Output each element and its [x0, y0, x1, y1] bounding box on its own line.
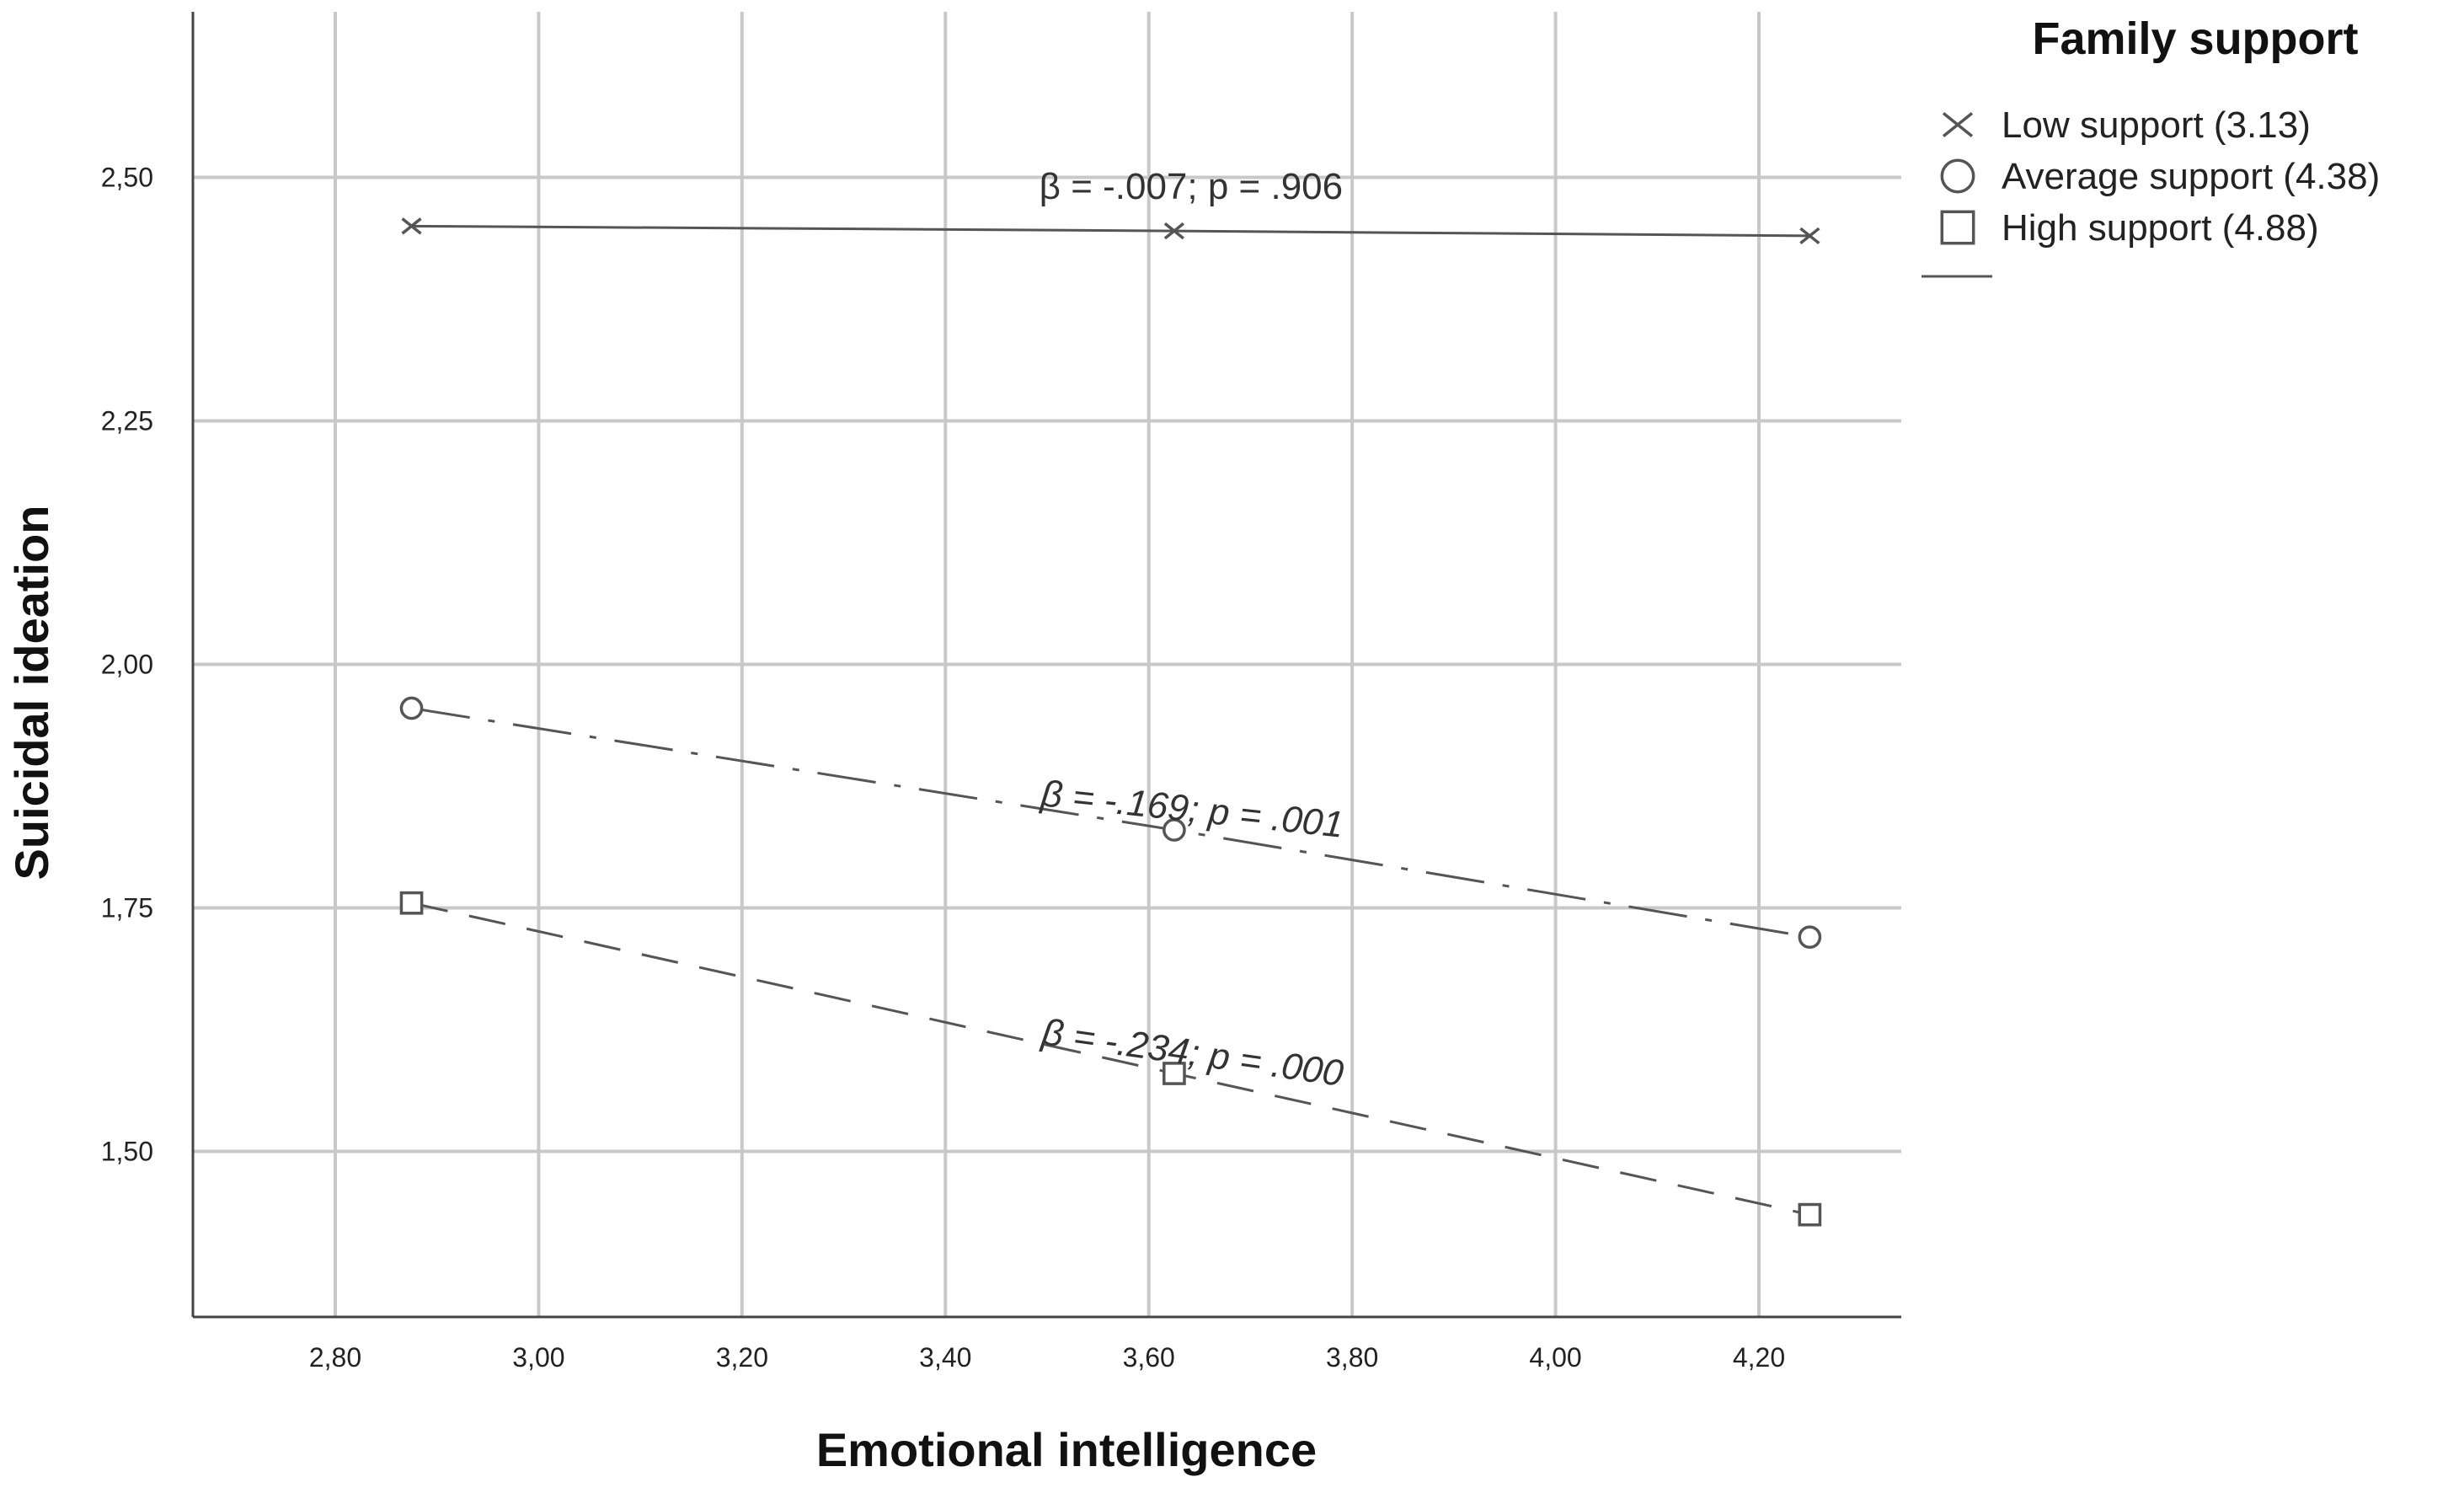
square-marker — [1798, 1202, 1822, 1227]
beta-annotation: β = -.234; p = .000 — [1038, 1011, 1346, 1095]
square-marker — [1163, 1062, 1186, 1085]
beta-annotation: β = -.169; p = .001 — [1038, 773, 1345, 846]
square-marker — [1940, 210, 1975, 245]
annotations: β = -.007; p = .906 β = -.169; p = .001 β … — [1038, 166, 1347, 1095]
legend-item: Average support (4.38) — [1940, 156, 2380, 197]
x-tick-label: 3,40 — [919, 1342, 971, 1373]
beta-annotation: β = -.007; p = .906 — [1040, 166, 1343, 207]
series-line — [411, 707, 1810, 939]
series-3 — [399, 891, 1822, 1227]
legend-title: Family support — [2032, 13, 2358, 64]
circle-marker — [1940, 158, 1975, 194]
y-tick-label: 1,75 — [101, 892, 153, 923]
series-1 — [401, 217, 1820, 245]
y-tick-label: 1,50 — [101, 1136, 153, 1166]
legend-items: Low support (3.13) Average support (4.38)… — [1921, 104, 2380, 278]
y-tick-label: 2,50 — [101, 163, 153, 193]
y-tick-label: 2,00 — [101, 650, 153, 680]
legend-item: Low support (3.13) — [1942, 104, 2311, 146]
legend-label: High support (4.88) — [2002, 207, 2319, 249]
x-marker — [1942, 112, 1974, 137]
x-axis-title: Emotional intelligence — [816, 1423, 1317, 1476]
x-tick-label: 4,20 — [1733, 1342, 1785, 1373]
circle-marker — [399, 696, 424, 720]
gridlines — [193, 12, 1901, 1317]
series-layer — [399, 217, 1822, 1227]
x-tick-label: 2,80 — [309, 1342, 361, 1373]
y-tick-label: 2,25 — [101, 406, 153, 436]
x-tick-label: 3,00 — [512, 1342, 564, 1373]
legend-item: High support (4.88) — [1940, 207, 2319, 249]
circle-marker — [1798, 925, 1822, 950]
x-marker — [401, 217, 422, 235]
x-tick-label: 3,60 — [1123, 1342, 1175, 1373]
legend-label: Average support (4.38) — [2002, 156, 2380, 197]
x-tick-label: 3,20 — [716, 1342, 768, 1373]
legend-label: Low support (3.13) — [2002, 104, 2311, 146]
square-marker — [399, 891, 424, 915]
circle-marker — [1163, 818, 1186, 842]
x-tick-label: 3,80 — [1326, 1342, 1378, 1373]
axes: 2,80 3,00 3,20 3,40 3,60 3,80 4,00 4,20 1,50 1,75… — [101, 12, 1901, 1373]
x-marker — [1163, 222, 1184, 240]
legend: Family support Low support (3.13) Average… — [1921, 13, 2380, 278]
series-2 — [399, 696, 1822, 950]
x-tick-label: 4,00 — [1529, 1342, 1581, 1373]
x-marker — [1799, 227, 1820, 245]
series-line — [411, 224, 1810, 238]
y-axis-title: Suicidal ideation — [5, 506, 58, 880]
